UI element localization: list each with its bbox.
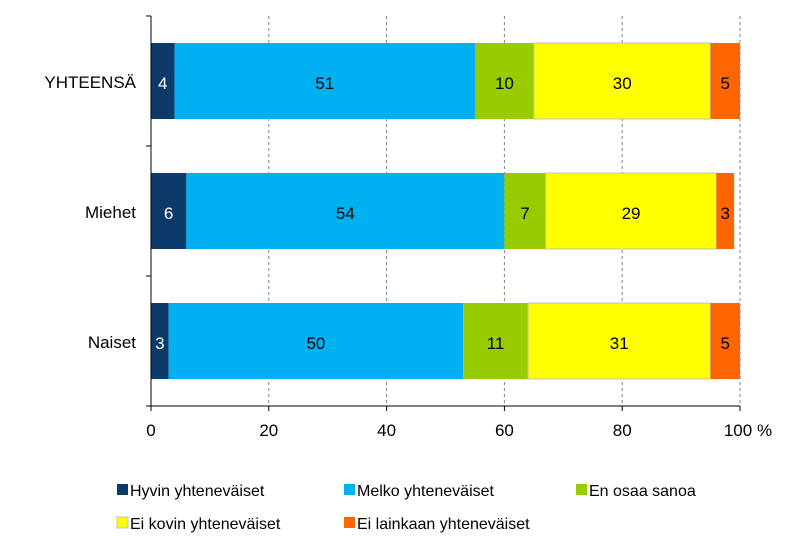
bar-miehet-melko-yhtenevaiset <box>186 173 505 249</box>
x-tick-label-100: 100 <box>724 421 752 440</box>
x-tick-label-40: 40 <box>377 421 396 440</box>
x-unit-label: % <box>757 421 772 440</box>
bar-naiset-hyvin-yhtenevaiset <box>151 303 169 379</box>
bar-miehet-hyvin-yhtenevaiset <box>151 173 187 249</box>
bar-naiset-ei-lainkaan-yhtenevaiset <box>710 303 740 379</box>
bar-yhteensa-ei-lainkaan-yhtenevaiset <box>710 43 740 119</box>
category-labels: YHTEENSÄ Miehet Naiset <box>44 73 136 352</box>
legend-item-en-osaa-sanoa: En osaa sanoa <box>576 483 696 500</box>
data-label-naiset-ei-kovin-yhtenevaiset: 31 <box>610 334 629 353</box>
legend-label-ei-lainkaan-yhtenevaiset: Ei lainkaan yhteneväiset <box>357 516 530 533</box>
data-label-miehet-ei-lainkaan-yhtenevaiset: 3 <box>721 204 730 223</box>
legend-label-hyvin-yhtenevaiset: Hyvin yhteneväiset <box>130 483 265 500</box>
bar-yhteensa-en-osaa-sanoa <box>474 43 534 119</box>
data-label-yhteensa-ei-lainkaan-yhtenevaiset: 5 <box>721 74 730 93</box>
bar-miehet-ei-lainkaan-yhtenevaiset <box>716 173 735 249</box>
legend-swatch-ei-lainkaan-yhtenevaiset <box>344 517 355 528</box>
data-label-miehet-en-osaa-sanoa: 7 <box>520 204 529 223</box>
bar-miehet-en-osaa-sanoa <box>504 173 546 249</box>
category-label-yhteensa: YHTEENSÄ <box>44 73 136 92</box>
legend-item-ei-lainkaan-yhtenevaiset: Ei lainkaan yhteneväiset <box>344 516 530 533</box>
data-label-naiset-ei-lainkaan-yhtenevaiset: 5 <box>721 334 730 353</box>
legend-label-ei-kovin-yhtenevaiset: Ei kovin yhteneväiset <box>130 516 281 533</box>
data-label-naiset-melko-yhtenevaiset: 50 <box>306 334 325 353</box>
bars-group: 4 51 10 30 5 6 54 7 29 3 3 50 11 31 5 <box>151 42 740 380</box>
data-label-yhteensa-ei-kovin-yhtenevaiset: 30 <box>613 74 632 93</box>
legend-swatch-hyvin-yhtenevaiset <box>117 484 128 495</box>
bar-naiset-en-osaa-sanoa <box>463 303 528 379</box>
bar-yhteensa-hyvin-yhtenevaiset <box>151 43 175 119</box>
category-label-miehet: Miehet <box>85 203 136 222</box>
x-tick-label-60: 60 <box>495 421 514 440</box>
bar-yhteensa-ei-kovin-yhtenevaiset <box>533 42 712 120</box>
legend: Hyvin yhteneväiset Melko yhteneväiset En o… <box>116 483 696 533</box>
data-label-miehet-ei-kovin-yhtenevaiset: 29 <box>622 204 641 223</box>
data-label-yhteensa-hyvin-yhtenevaiset: 4 <box>158 74 167 93</box>
legend-item-hyvin-yhtenevaiset: Hyvin yhteneväiset <box>117 483 265 500</box>
legend-item-ei-kovin-yhtenevaiset: Ei kovin yhteneväiset <box>116 516 281 533</box>
data-label-miehet-melko-yhtenevaiset: 54 <box>336 204 355 223</box>
axes <box>146 15 741 411</box>
data-label-naiset-hyvin-yhtenevaiset: 3 <box>155 334 164 353</box>
bar-naiset-ei-kovin-yhtenevaiset <box>527 302 712 380</box>
legend-swatch-en-osaa-sanoa <box>576 484 587 495</box>
bar-miehet-ei-kovin-yhtenevaiset <box>545 172 717 250</box>
data-label-naiset-en-osaa-sanoa: 11 <box>487 334 505 353</box>
data-label-yhteensa-melko-yhtenevaiset: 51 <box>315 74 334 93</box>
x-tick-label-80: 80 <box>613 421 632 440</box>
x-tick-label-0: 0 <box>146 421 155 440</box>
data-label-yhteensa-en-osaa-sanoa: 10 <box>495 74 514 93</box>
legend-label-en-osaa-sanoa: En osaa sanoa <box>589 483 696 500</box>
data-label-miehet-hyvin-yhtenevaiset: 6 <box>164 204 173 223</box>
legend-item-melko-yhtenevaiset: Melko yhteneväiset <box>344 483 495 500</box>
bar-naiset-melko-yhtenevaiset <box>168 303 464 379</box>
legend-label-melko-yhtenevaiset: Melko yhteneväiset <box>357 483 495 500</box>
x-tick-labels: 0 20 40 60 80 100% <box>146 421 772 440</box>
x-tick-label-20: 20 <box>259 421 278 440</box>
legend-swatch-ei-kovin-yhtenevaiset <box>116 516 129 529</box>
legend-swatch-melko-yhtenevaiset <box>344 484 355 495</box>
bar-yhteensa-melko-yhtenevaiset <box>174 43 475 119</box>
category-label-naiset: Naiset <box>88 333 136 352</box>
